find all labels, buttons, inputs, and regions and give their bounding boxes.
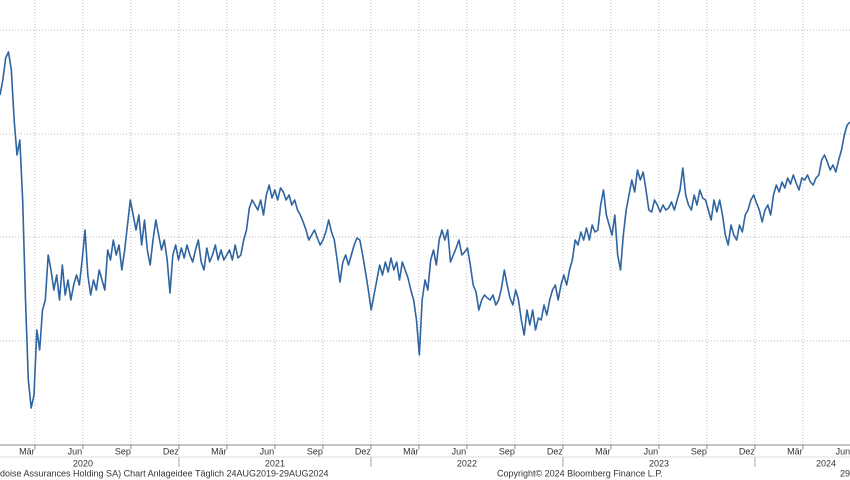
x-tick-label: Jun bbox=[836, 446, 850, 456]
x-tick-label: Dez bbox=[355, 446, 372, 456]
x-tick-label: Sep bbox=[691, 446, 707, 456]
x-tick-label: Mär bbox=[403, 446, 419, 456]
price-line bbox=[0, 51, 850, 409]
source-note: doise Assurances Holding SA) Chart Anlag… bbox=[0, 468, 329, 478]
x-tick-label: Mär bbox=[787, 446, 803, 456]
year-label: 2022 bbox=[457, 458, 477, 468]
x-tick-label: Mär bbox=[211, 446, 227, 456]
copyright: Copyright© 2024 Bloomberg Finance L.P. bbox=[497, 468, 663, 478]
x-tick-label: Dez bbox=[547, 446, 564, 456]
x-tick-label: Dez bbox=[739, 446, 756, 456]
year-label: 2020 bbox=[73, 458, 93, 468]
x-tick-label: Mär bbox=[595, 446, 611, 456]
x-tick-label: Jun bbox=[452, 446, 467, 456]
x-tick-label: Dez bbox=[163, 446, 180, 456]
year-label: 2021 bbox=[265, 458, 285, 468]
x-tick-label: Jun bbox=[68, 446, 83, 456]
x-tick-label: Mär bbox=[19, 446, 35, 456]
year-label: 2023 bbox=[649, 458, 669, 468]
footer-end: 29 bbox=[840, 468, 850, 478]
x-tick-label: Sep bbox=[307, 446, 323, 456]
x-tick-label: Sep bbox=[499, 446, 515, 456]
year-label: 2024 bbox=[816, 458, 836, 468]
x-tick-label: Jun bbox=[644, 446, 659, 456]
x-tick-label: Jun bbox=[260, 446, 275, 456]
x-tick-label: Sep bbox=[115, 446, 131, 456]
